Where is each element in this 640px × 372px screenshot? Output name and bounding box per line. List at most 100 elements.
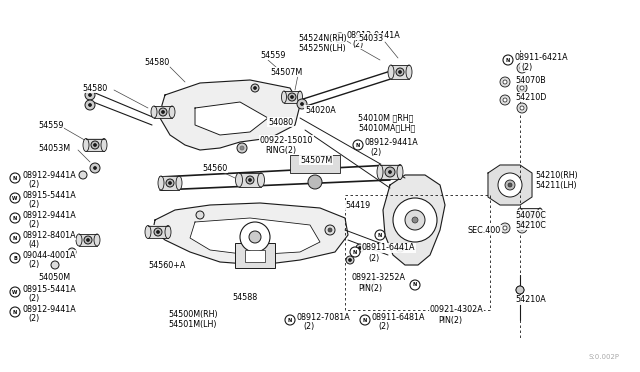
Circle shape [349, 259, 351, 262]
Text: 00922-15010: 00922-15010 [260, 135, 314, 144]
Bar [391, 65, 409, 79]
Text: 08912-9441A: 08912-9441A [347, 31, 401, 39]
Circle shape [358, 247, 362, 250]
Ellipse shape [537, 208, 543, 222]
Polygon shape [153, 203, 348, 265]
Bar [235, 243, 275, 268]
Ellipse shape [176, 176, 182, 190]
Circle shape [325, 225, 335, 235]
Circle shape [291, 96, 294, 99]
Text: 54524N(RH): 54524N(RH) [298, 33, 347, 42]
Ellipse shape [101, 138, 107, 151]
Ellipse shape [236, 173, 243, 187]
Bar [520, 208, 540, 222]
Circle shape [520, 106, 524, 110]
Circle shape [10, 253, 20, 263]
Circle shape [388, 170, 392, 173]
Bar [239, 173, 261, 187]
Circle shape [399, 247, 401, 250]
Polygon shape [488, 165, 532, 205]
Text: 54210A: 54210A [515, 295, 546, 305]
Text: 54507M: 54507M [270, 67, 302, 77]
Bar [86, 138, 104, 151]
Circle shape [196, 211, 204, 219]
Circle shape [350, 247, 360, 257]
Text: 54210D: 54210D [515, 93, 547, 102]
Text: 08912-9441A: 08912-9441A [22, 170, 76, 180]
Text: 08921-3252A: 08921-3252A [352, 273, 406, 282]
Text: 54588: 54588 [232, 294, 257, 302]
Text: 54580: 54580 [82, 83, 108, 93]
Circle shape [356, 244, 364, 252]
Text: N: N [338, 35, 342, 41]
Circle shape [88, 103, 92, 106]
Text: (2): (2) [28, 199, 39, 208]
Ellipse shape [397, 164, 403, 180]
Circle shape [240, 222, 270, 252]
Circle shape [10, 213, 20, 223]
Circle shape [249, 231, 261, 243]
Text: 54559: 54559 [260, 51, 285, 60]
Polygon shape [383, 175, 445, 265]
Text: (2): (2) [370, 148, 381, 157]
Circle shape [288, 93, 296, 101]
Text: N: N [13, 235, 17, 241]
Bar [284, 91, 300, 103]
Circle shape [396, 68, 404, 76]
Circle shape [301, 103, 303, 106]
Circle shape [410, 280, 420, 290]
Text: PIN(2): PIN(2) [438, 315, 462, 324]
Circle shape [503, 55, 513, 65]
Circle shape [517, 103, 527, 113]
Text: 54070C: 54070C [515, 211, 546, 219]
Text: 54020A: 54020A [305, 106, 336, 115]
Circle shape [157, 231, 159, 234]
Ellipse shape [257, 173, 264, 187]
Text: N: N [378, 232, 382, 237]
Text: 54501M(LH): 54501M(LH) [168, 321, 216, 330]
Circle shape [503, 226, 507, 230]
Circle shape [246, 176, 254, 184]
Polygon shape [195, 102, 268, 135]
Text: RING(2): RING(2) [265, 145, 296, 154]
Circle shape [508, 183, 512, 187]
Text: N: N [288, 317, 292, 323]
Circle shape [10, 193, 20, 203]
Circle shape [10, 173, 20, 183]
Circle shape [346, 256, 354, 264]
Ellipse shape [145, 225, 151, 238]
Text: 54580: 54580 [144, 58, 169, 67]
Circle shape [240, 146, 244, 150]
Text: 54210C: 54210C [515, 221, 546, 230]
Circle shape [353, 140, 363, 150]
Ellipse shape [94, 234, 100, 246]
Circle shape [520, 86, 524, 90]
Circle shape [251, 84, 259, 92]
Circle shape [385, 167, 395, 177]
Circle shape [51, 261, 59, 269]
Ellipse shape [377, 164, 383, 180]
Ellipse shape [169, 106, 175, 118]
Circle shape [412, 217, 418, 223]
Circle shape [498, 173, 522, 197]
Ellipse shape [388, 65, 394, 79]
Text: 08911-6421A: 08911-6421A [515, 52, 568, 61]
Text: 00921-4302A: 00921-4302A [430, 305, 484, 314]
Circle shape [85, 90, 95, 100]
Text: 54560+A: 54560+A [148, 260, 186, 269]
Circle shape [10, 287, 20, 297]
Circle shape [503, 98, 507, 102]
Circle shape [405, 210, 425, 230]
Text: N: N [353, 250, 357, 254]
Circle shape [399, 71, 401, 74]
Circle shape [285, 315, 295, 325]
Text: 08911-6481A: 08911-6481A [372, 312, 426, 321]
Circle shape [91, 141, 99, 149]
Text: N: N [13, 215, 17, 221]
Bar [245, 250, 265, 262]
Text: 08912-9441A: 08912-9441A [365, 138, 419, 147]
Bar [380, 164, 400, 179]
Text: N: N [13, 310, 17, 314]
Text: 54033: 54033 [358, 33, 383, 42]
Circle shape [79, 171, 87, 179]
